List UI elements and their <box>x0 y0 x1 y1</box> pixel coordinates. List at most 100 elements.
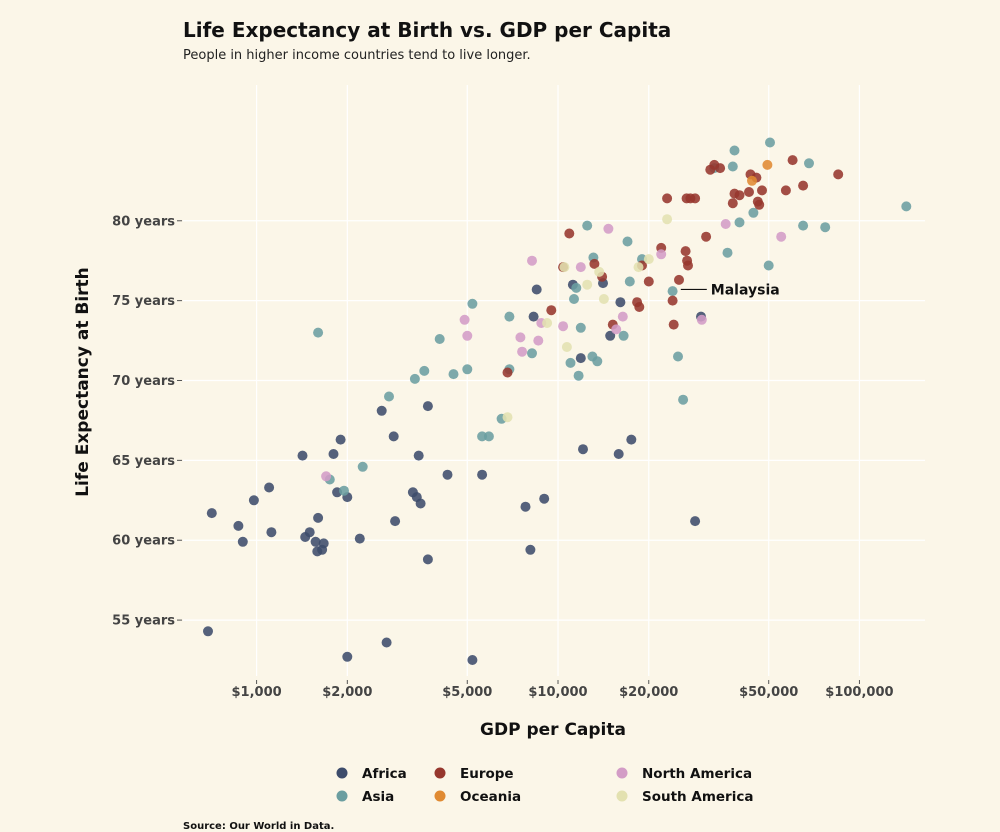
point-north-america <box>575 262 586 273</box>
point-asia <box>419 365 430 376</box>
point-north-america <box>611 324 622 335</box>
chart-subtitle: People in higher income countries tend t… <box>183 48 531 63</box>
point-asia <box>448 369 459 380</box>
point-north-america <box>462 330 473 341</box>
point-north-america <box>515 332 526 343</box>
point-africa <box>264 482 275 493</box>
point-asia <box>765 137 775 148</box>
point-asia <box>678 394 689 405</box>
y-tick-label: 70 years <box>112 374 175 389</box>
point-africa <box>354 533 365 544</box>
point-africa <box>615 297 626 308</box>
point-asia <box>622 236 633 247</box>
point-asia <box>618 330 629 341</box>
point-africa <box>525 544 536 555</box>
point-europe <box>683 260 693 271</box>
point-asia <box>727 161 738 172</box>
point-asia <box>748 207 759 218</box>
legend-swatch <box>434 767 446 779</box>
point-asia <box>592 356 603 367</box>
point-europe <box>680 246 691 257</box>
point-north-america <box>517 346 528 357</box>
point-south-america <box>633 262 644 273</box>
y-axis-ticks: 55 years 60 years 65 years 70 years 75 years… <box>112 214 182 629</box>
point-africa <box>248 495 259 506</box>
point-north-america <box>321 471 332 482</box>
point-africa <box>206 508 217 519</box>
point-europe <box>502 367 513 378</box>
point-africa <box>578 444 588 455</box>
point-africa <box>528 311 539 322</box>
point-asia <box>734 217 745 228</box>
x-tick-label: $20,000 <box>619 685 678 700</box>
point-asia <box>804 158 814 169</box>
point-africa <box>237 536 248 547</box>
point-europe <box>798 180 809 191</box>
point-europe <box>833 169 844 180</box>
x-axis-label: GDP per Capita <box>480 720 626 740</box>
point-europe <box>634 302 645 312</box>
point-asia <box>673 351 683 362</box>
y-tick-label: 75 years <box>112 294 175 309</box>
point-europe <box>546 305 557 316</box>
point-europe <box>662 193 673 204</box>
point-europe <box>643 276 654 287</box>
point-asia <box>624 276 635 287</box>
point-south-america <box>559 262 570 273</box>
point-asia <box>313 327 324 338</box>
point-africa <box>388 431 399 442</box>
x-tick-label: $1,000 <box>232 685 282 700</box>
point-africa <box>613 449 624 459</box>
legend-swatch <box>336 790 348 802</box>
point-africa <box>605 330 616 341</box>
point-asia <box>504 311 515 322</box>
point-oceania <box>747 175 757 186</box>
point-asia <box>820 222 831 233</box>
point-north-america <box>558 321 569 332</box>
point-south-america <box>502 412 513 423</box>
point-asia <box>462 364 473 375</box>
legend-label: Europe <box>460 766 514 782</box>
y-tick-label: 65 years <box>112 454 175 469</box>
y-tick-label: 80 years <box>112 214 175 229</box>
point-europe <box>701 231 712 242</box>
point-south-america <box>542 318 553 328</box>
point-europe <box>589 258 600 269</box>
point-south-america <box>598 294 609 304</box>
chart-title: Life Expectancy at Birth vs. GDP per Cap… <box>183 18 671 42</box>
point-north-america <box>603 223 614 234</box>
point-africa <box>203 626 213 637</box>
point-asia <box>575 322 586 333</box>
point-africa <box>477 469 488 480</box>
x-tick-label: $50,000 <box>739 685 798 700</box>
point-africa <box>520 501 531 512</box>
legend-label: Asia <box>362 789 394 805</box>
point-europe <box>754 199 765 210</box>
point-europe <box>787 155 798 166</box>
point-asia <box>357 461 368 472</box>
point-asia <box>582 220 593 231</box>
legend-label: North America <box>642 766 752 782</box>
point-africa <box>318 538 329 549</box>
legend-label: Oceania <box>460 789 521 805</box>
y-tick-label: 55 years <box>112 614 175 629</box>
x-tick-label: $5,000 <box>442 685 492 700</box>
point-europe <box>690 193 701 204</box>
point-asia <box>573 370 584 381</box>
point-north-america <box>656 249 667 260</box>
point-asia <box>798 220 809 231</box>
source-note: Source: Our World in Data. <box>183 821 334 832</box>
point-asia <box>467 298 478 309</box>
gridlines <box>183 85 925 676</box>
point-south-america <box>662 214 673 225</box>
legend-swatch <box>434 790 446 802</box>
x-tick-label: $100,000 <box>825 685 893 700</box>
point-africa <box>381 637 392 648</box>
point-asia <box>569 294 579 304</box>
point-asia <box>483 431 494 442</box>
point-asia <box>434 334 445 344</box>
point-asia <box>722 247 733 258</box>
legend-label: Africa <box>362 766 407 782</box>
